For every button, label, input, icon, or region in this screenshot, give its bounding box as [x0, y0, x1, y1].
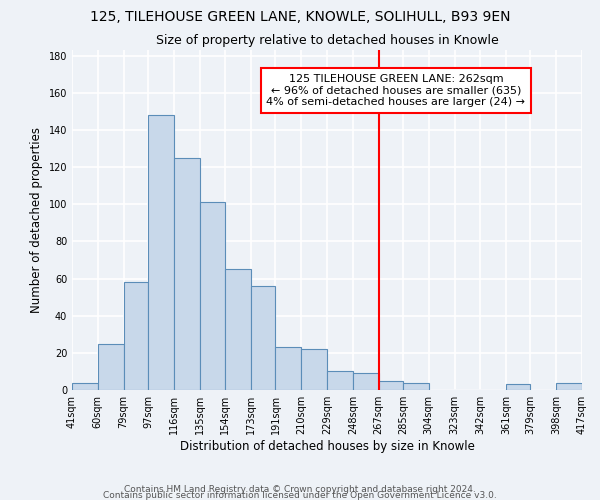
Text: Contains HM Land Registry data © Crown copyright and database right 2024.: Contains HM Land Registry data © Crown c…	[124, 484, 476, 494]
Bar	[72, 382, 98, 390]
Title: Size of property relative to detached houses in Knowle: Size of property relative to detached ho…	[155, 34, 499, 48]
Bar	[148, 115, 174, 390]
Bar	[199, 202, 225, 390]
Bar	[275, 348, 301, 390]
Bar	[124, 282, 148, 390]
Text: 125 TILEHOUSE GREEN LANE: 262sqm
← 96% of detached houses are smaller (635)
4% o: 125 TILEHOUSE GREEN LANE: 262sqm ← 96% o…	[266, 74, 526, 107]
Bar	[506, 384, 530, 390]
Text: Contains public sector information licensed under the Open Government Licence v3: Contains public sector information licen…	[103, 490, 497, 500]
Bar	[301, 349, 327, 390]
Bar	[353, 374, 379, 390]
Bar	[251, 286, 275, 390]
Bar	[98, 344, 124, 390]
Bar	[556, 382, 582, 390]
Bar	[174, 158, 199, 390]
Y-axis label: Number of detached properties: Number of detached properties	[30, 127, 43, 313]
Text: 125, TILEHOUSE GREEN LANE, KNOWLE, SOLIHULL, B93 9EN: 125, TILEHOUSE GREEN LANE, KNOWLE, SOLIH…	[90, 10, 510, 24]
X-axis label: Distribution of detached houses by size in Knowle: Distribution of detached houses by size …	[179, 440, 475, 453]
Bar	[379, 380, 403, 390]
Bar	[327, 372, 353, 390]
Bar	[403, 382, 429, 390]
Bar	[225, 269, 251, 390]
